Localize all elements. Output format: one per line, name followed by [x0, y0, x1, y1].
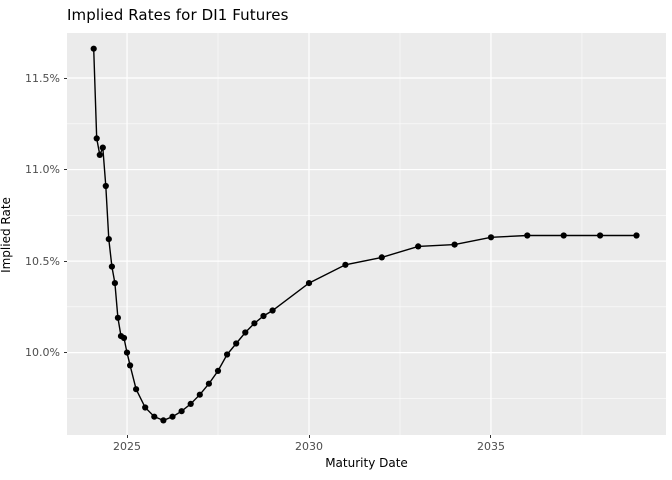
- x-tick-label: 2025: [113, 440, 142, 453]
- x-axis-tick: [126, 435, 128, 438]
- data-point: [451, 241, 458, 248]
- data-point: [214, 367, 222, 374]
- data-point: [597, 232, 604, 239]
- data-point: [342, 261, 349, 268]
- y-tick-label: 10.0%: [25, 346, 60, 360]
- y-axis-tick: [64, 260, 67, 262]
- data-point: [487, 234, 495, 241]
- data-point: [242, 329, 249, 336]
- data-point: [187, 400, 194, 407]
- data-point: [233, 340, 240, 347]
- data-point: [93, 135, 100, 142]
- x-tick-label: 2035: [476, 440, 505, 453]
- data-point: [142, 404, 149, 411]
- data-point: [99, 144, 106, 151]
- y-axis-title: Implied Rate: [0, 197, 13, 273]
- data-point: [108, 263, 115, 270]
- data-point: [224, 351, 231, 358]
- data-point: [260, 312, 267, 320]
- data-point: [102, 182, 109, 190]
- data-point: [269, 307, 276, 314]
- data-point: [415, 243, 422, 250]
- data-point: [251, 320, 258, 327]
- data-point: [90, 45, 97, 52]
- data-point: [178, 408, 185, 415]
- data-point: [120, 334, 128, 342]
- data-point: [160, 417, 167, 424]
- data-point: [378, 254, 385, 261]
- data-point: [105, 236, 112, 243]
- plot-area: [67, 33, 666, 435]
- data-point: [205, 380, 212, 387]
- data-point: [123, 349, 131, 356]
- x-axis-title: Maturity Date: [325, 456, 408, 470]
- y-tick-label: 11.5%: [25, 71, 60, 85]
- x-axis-tick: [308, 435, 310, 438]
- y-tick-label: 11.0%: [25, 163, 60, 177]
- data-point: [633, 232, 640, 239]
- data-point: [111, 280, 118, 287]
- plot-panel: [67, 33, 666, 435]
- data-point: [114, 314, 121, 321]
- x-axis-tick: [490, 435, 492, 438]
- y-tick-label: 10.5%: [25, 254, 60, 268]
- data-point: [196, 391, 203, 398]
- panel-background: [67, 33, 666, 435]
- data-point: [560, 232, 567, 239]
- y-axis-tick: [64, 169, 67, 171]
- data-point: [127, 362, 134, 369]
- chart-title: Implied Rates for DI1 Futures: [67, 6, 289, 24]
- x-tick-label: 2030: [295, 440, 323, 453]
- y-axis-tick: [64, 77, 67, 79]
- data-point: [96, 151, 103, 158]
- data-point: [151, 413, 158, 420]
- y-axis-tick: [64, 352, 67, 354]
- data-point: [305, 280, 313, 287]
- data-point: [524, 232, 531, 239]
- data-point: [169, 413, 176, 420]
- data-point: [133, 386, 140, 393]
